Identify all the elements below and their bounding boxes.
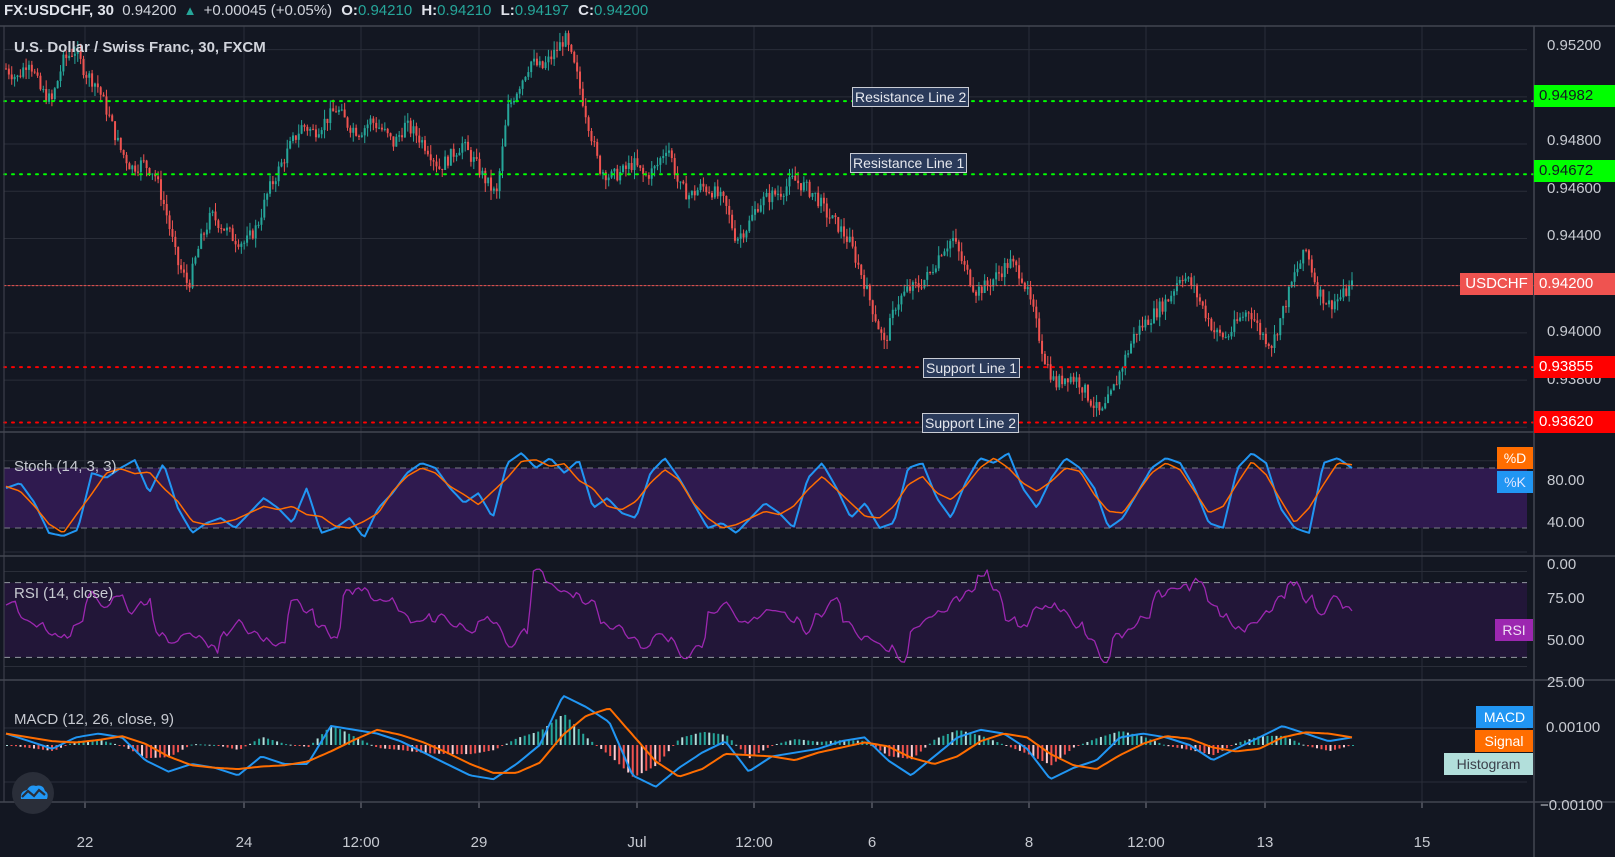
rsi-legend: RSI: [1495, 619, 1533, 641]
macd-legend: MACD: [1476, 706, 1533, 728]
symbol-price-tag: USDCHF: [1460, 273, 1533, 295]
time-tick: 12:00: [735, 834, 773, 851]
time-tick: 24: [235, 834, 253, 851]
tradingview-logo-button[interactable]: [12, 772, 54, 814]
rsi-tick: 75.00: [1547, 590, 1585, 607]
time-tick: 22: [76, 834, 94, 851]
resistance-line-2-label[interactable]: Resistance Line 2: [852, 87, 970, 107]
macd-lines: [5, 695, 1354, 788]
time-tick: 6: [867, 834, 877, 851]
time-tick: Jul: [627, 834, 647, 851]
last-price: 0.94200: [122, 2, 177, 19]
stoch-pane-title: Stoch (14, 3, 3): [14, 458, 117, 475]
horizontal-levels: [3, 100, 1535, 424]
close-key: C:: [578, 2, 594, 19]
last-price-tag: 0.94200: [1534, 273, 1615, 295]
price-tick: 0.94400: [1547, 227, 1602, 244]
rsi-tick: 25.00: [1547, 674, 1585, 691]
support-line-2-label[interactable]: Support Line 2: [922, 413, 1020, 433]
stoch-tick: 0.00: [1547, 556, 1577, 573]
up-arrow-icon: ▲: [183, 3, 197, 18]
resistance-line-1-label[interactable]: Resistance Line 1: [850, 153, 968, 173]
low-value: 0.94197: [514, 2, 569, 19]
rsi-line: [5, 568, 1353, 664]
price-tick: 0.94000: [1547, 323, 1602, 340]
price-tick: 0.95200: [1547, 37, 1602, 54]
pane-separators: [0, 25, 1615, 803]
stoch-k-legend: %K: [1497, 471, 1533, 493]
macd-pane-title: MACD (12, 26, close, 9): [14, 711, 175, 728]
stoch-tick: 80.00: [1547, 472, 1585, 489]
time-tick: 13: [1256, 834, 1274, 851]
histogram-legend: Histogram: [1444, 753, 1533, 775]
symbol-header: FX:USDCHF, 30 0.94200 ▲ +0.00045 (+0.05%…: [0, 0, 1615, 24]
rsi-pane-title: RSI (14, close): [14, 585, 114, 602]
resistance-1-price-tag: 0.94672: [1534, 160, 1615, 182]
price-tick: 0.94800: [1547, 132, 1602, 149]
support-2-price-tag: 0.93620: [1534, 411, 1615, 433]
support-line-1-label[interactable]: Support Line 1: [923, 358, 1021, 378]
signal-legend: Signal: [1475, 730, 1533, 752]
high-value: 0.94210: [437, 2, 492, 19]
time-tick: 12:00: [1127, 834, 1165, 851]
cloud-chart-icon: [20, 785, 48, 799]
price-candles: [5, 30, 1353, 418]
close-value: 0.94200: [593, 2, 649, 19]
macd-tick: −0.00100: [1540, 797, 1603, 814]
time-tick: 12:00: [342, 834, 380, 851]
symbol-name[interactable]: FX:USDCHF, 30: [4, 2, 115, 19]
time-tick: 8: [1024, 834, 1034, 851]
stoch-d-legend: %D: [1497, 447, 1533, 469]
high-key: H:: [421, 2, 438, 19]
open-value: 0.94210: [357, 2, 413, 19]
resistance-2-price-tag: 0.94982: [1534, 85, 1615, 107]
low-key: L:: [500, 2, 515, 19]
stoch-lines: [5, 452, 1353, 538]
support-1-price-tag: 0.93855: [1534, 356, 1615, 378]
macd-tick: 0.00100: [1546, 719, 1601, 736]
time-tick: 29: [470, 834, 488, 851]
rsi-tick: 50.00: [1547, 632, 1585, 649]
time-tick: 15: [1413, 834, 1431, 851]
grid-lines: [4, 26, 1527, 808]
price-tick: 0.94600: [1547, 180, 1602, 197]
main-pane-title: U.S. Dollar / Swiss Franc, 30, FXCM: [14, 39, 266, 56]
indicator-bands: [4, 467, 1527, 658]
open-key: O:: [341, 2, 358, 19]
stoch-tick: 40.00: [1547, 514, 1585, 531]
price-change: +0.00045 (+0.05%): [203, 2, 333, 19]
